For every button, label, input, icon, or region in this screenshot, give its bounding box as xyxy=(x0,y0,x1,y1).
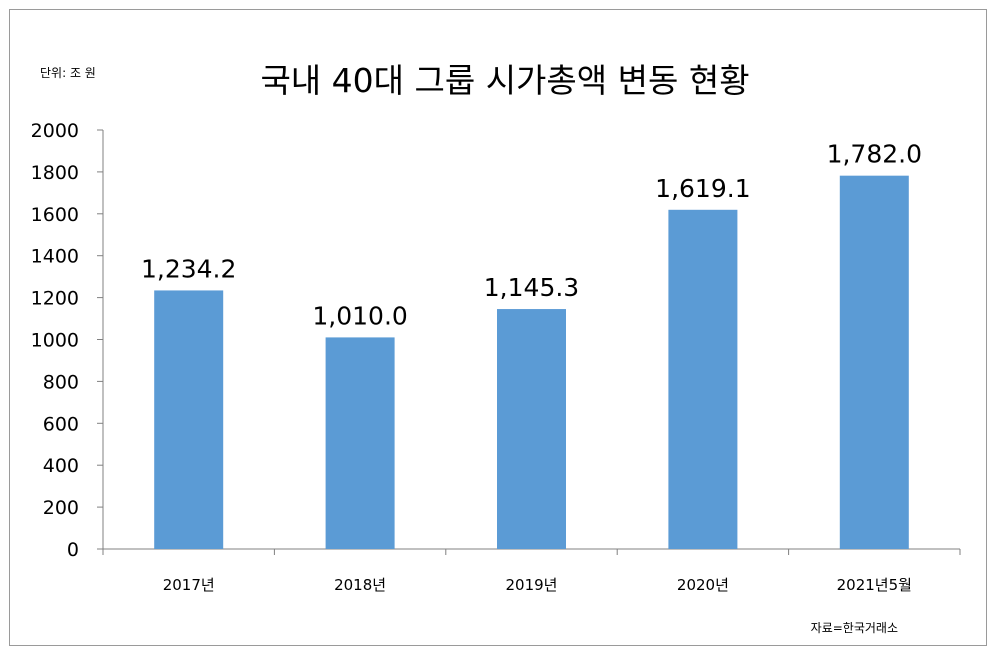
x-tick-label: 2017년 xyxy=(163,576,215,594)
y-tick-label: 2000 xyxy=(31,120,79,142)
bar xyxy=(668,209,738,549)
y-tick-label: 1600 xyxy=(31,204,79,226)
axes: 0 200 400 600 800 1000 1200 1400 1600 1800 2000 201… xyxy=(31,120,961,594)
data-label: 1,145.3 xyxy=(484,273,579,302)
y-tick-label: 1400 xyxy=(31,246,79,268)
bar xyxy=(497,309,566,549)
y-tick-label: 1200 xyxy=(31,288,79,310)
y-tick-label: 1000 xyxy=(31,330,79,352)
bar xyxy=(325,337,395,549)
bars: 1,234.2 1,010.0 1,145.3 1,619.1 1,782.0 xyxy=(141,140,922,549)
y-tick-label: 0 xyxy=(67,539,79,561)
chart-title: 국내 40대 그룹 시가총액 변동 현황 xyxy=(260,61,749,100)
data-label: 1,782.0 xyxy=(827,140,922,169)
bar xyxy=(154,290,224,549)
y-tick-label: 800 xyxy=(43,371,79,393)
x-tick-label: 2021년5월 xyxy=(837,576,912,594)
x-tick-label: 2018년 xyxy=(334,576,386,594)
y-tick-label: 1800 xyxy=(31,162,79,184)
source-label: 자료=한국거래소 xyxy=(811,621,898,635)
x-tick-label: 2019년 xyxy=(506,576,558,594)
data-label: 1,619.1 xyxy=(655,174,750,203)
y-tick-label: 200 xyxy=(43,497,79,519)
y-tick-label: 400 xyxy=(43,455,79,477)
bar xyxy=(839,175,909,549)
x-tick-label: 2020년 xyxy=(677,576,729,594)
data-label: 1,010.0 xyxy=(312,301,407,330)
y-tick-label: 600 xyxy=(43,413,79,435)
data-label: 1,234.2 xyxy=(141,254,236,283)
unit-label: 단위: 조 원 xyxy=(40,66,96,80)
